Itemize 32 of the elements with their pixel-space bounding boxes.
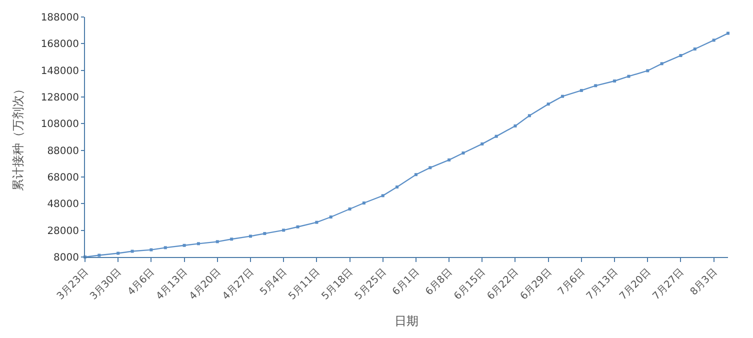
x-tick-label: 5月11日 [286,266,322,302]
x-tick-label: 7月20日 [618,266,654,302]
x-tick-label: 7月6日 [556,266,588,298]
y-tick-label: 48000 [47,199,79,210]
x-tick-label: 4月27日 [220,266,256,302]
x-tick-label: 6月15日 [452,266,488,302]
y-tick-label: 8000 [54,252,79,264]
x-tick-label: 4月13日 [154,266,190,302]
x-tick-label: 5月18日 [320,266,356,302]
y-tick-label: 68000 [47,172,79,184]
x-tick-label: 6月29日 [518,266,554,302]
x-tick-label: 5月25日 [353,266,389,302]
x-tick-label: 6月22日 [485,266,521,302]
x-tick-label: 8月3日 [688,266,720,298]
y-tick-label: 88000 [47,146,79,157]
y-tick-label: 28000 [47,226,79,237]
y-tick-label: 128000 [40,92,79,104]
y-tick-label: 188000 [40,12,79,24]
y-tick-label: 148000 [40,66,79,77]
x-tick-label: 6月8日 [424,266,455,298]
y-tick-label: 168000 [40,39,79,50]
x-tick-label: 6月1日 [390,266,422,298]
y-axis-title: 累计接种（万剂次） [11,83,26,191]
x-tick-label: 5月4日 [258,266,290,298]
x-axis-title: 日期 [394,314,418,328]
x-tick-label: 7月13日 [584,266,620,302]
x-tick-label: 4月20日 [188,266,224,302]
y-tick-label: 108000 [40,119,79,130]
x-tick-label: 7月27日 [650,266,686,302]
x-tick-label: 4月6日 [126,266,157,298]
x-tick-label: 3月23日 [55,266,91,302]
x-tick-label: 3月30日 [88,266,124,302]
